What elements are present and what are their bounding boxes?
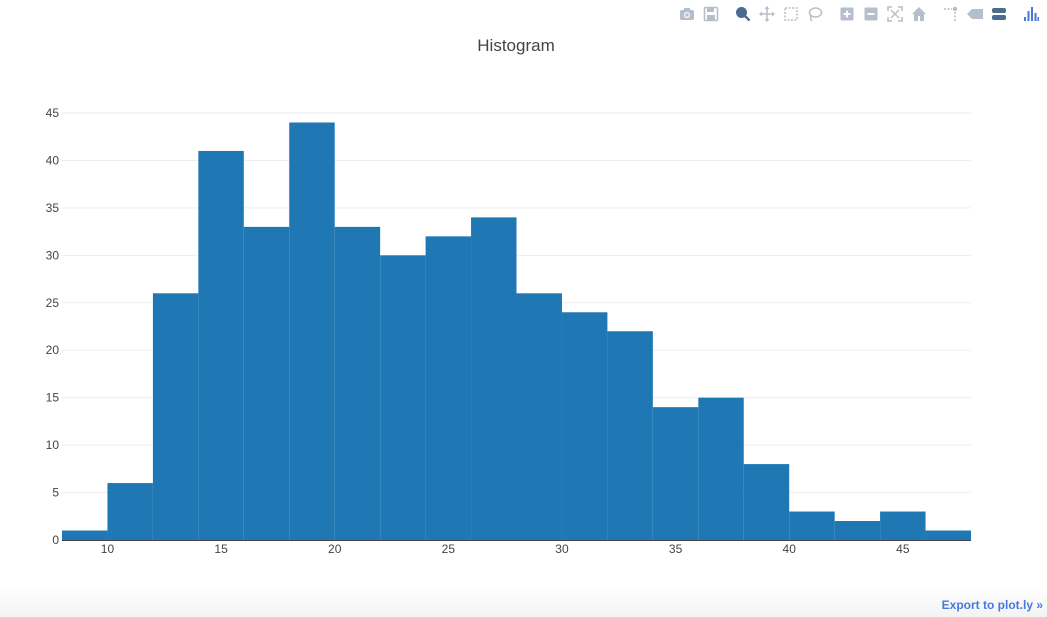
histogram-bar[interactable] [62,530,108,540]
box-select-icon[interactable] [781,4,801,24]
histogram-bar[interactable] [107,483,153,540]
modebar [667,4,1043,24]
y-tick-label: 30 [46,248,60,262]
histogram-bar[interactable] [561,312,608,540]
x-tick-label: 30 [555,542,569,556]
pan-icon[interactable] [757,4,777,24]
autoscale-icon[interactable] [885,4,905,24]
histogram-bar[interactable] [516,293,562,540]
y-tick-label: 25 [46,296,60,310]
x-tick-label: 20 [328,542,342,556]
histogram-bar[interactable] [925,530,971,540]
x-tick-label: 40 [783,542,797,556]
camera-icon[interactable] [677,4,697,24]
y-tick-label: 45 [46,106,60,120]
histogram-bar[interactable] [425,236,472,540]
export-link[interactable]: Export to plot.ly » [941,598,1043,612]
modebar-group [939,4,1011,24]
y-tick-label: 35 [46,201,60,215]
hover-compare-icon[interactable] [989,4,1009,24]
histogram-bar[interactable] [652,407,699,540]
home-icon[interactable] [909,4,929,24]
histogram-bar[interactable] [334,226,381,540]
zoom-in-icon[interactable] [837,4,857,24]
x-tick-label: 15 [214,542,228,556]
modebar-group [731,4,827,24]
histogram-bar[interactable] [607,331,653,540]
x-tick-label: 35 [669,542,683,556]
y-tick-label: 0 [52,533,59,547]
histogram-bar[interactable] [471,217,517,540]
modebar-group [1019,4,1043,24]
plotly-logo-icon[interactable] [1021,4,1041,24]
histogram-bar[interactable] [743,464,790,540]
y-tick-label: 15 [46,391,60,405]
histogram-bar[interactable] [880,511,926,540]
histogram-bar[interactable] [289,122,335,540]
y-tick-label: 10 [46,438,60,452]
x-tick-label: 45 [896,542,910,556]
bars [62,122,971,541]
lasso-select-icon[interactable] [805,4,825,24]
modebar-group [835,4,931,24]
chart-title: Histogram [477,36,554,55]
zoom-out-icon[interactable] [861,4,881,24]
modebar-group [675,4,723,24]
hover-closest-icon[interactable] [965,4,985,24]
histogram-bar[interactable] [834,521,881,540]
histogram-bar[interactable] [243,226,290,540]
footer-bar: Export to plot.ly » [0,587,1047,617]
histogram-bar[interactable] [698,397,744,540]
save-icon[interactable] [701,4,721,24]
y-tick-label: 20 [46,343,60,357]
zoom-icon[interactable] [733,4,753,24]
x-tick-label: 25 [442,542,456,556]
y-tick-label: 40 [46,153,60,167]
x-tick-label: 10 [101,542,115,556]
axes: 0 5 10 15 20 25 30 35 40 45 10 15 20 25 30 35 40 45 [46,106,971,556]
histogram-bar[interactable] [198,150,244,540]
histogram-bar[interactable] [789,511,835,540]
spike-lines-icon[interactable] [941,4,961,24]
histogram-bar[interactable] [380,255,426,541]
y-tick-label: 5 [52,486,59,500]
histogram-bar[interactable] [152,293,199,540]
